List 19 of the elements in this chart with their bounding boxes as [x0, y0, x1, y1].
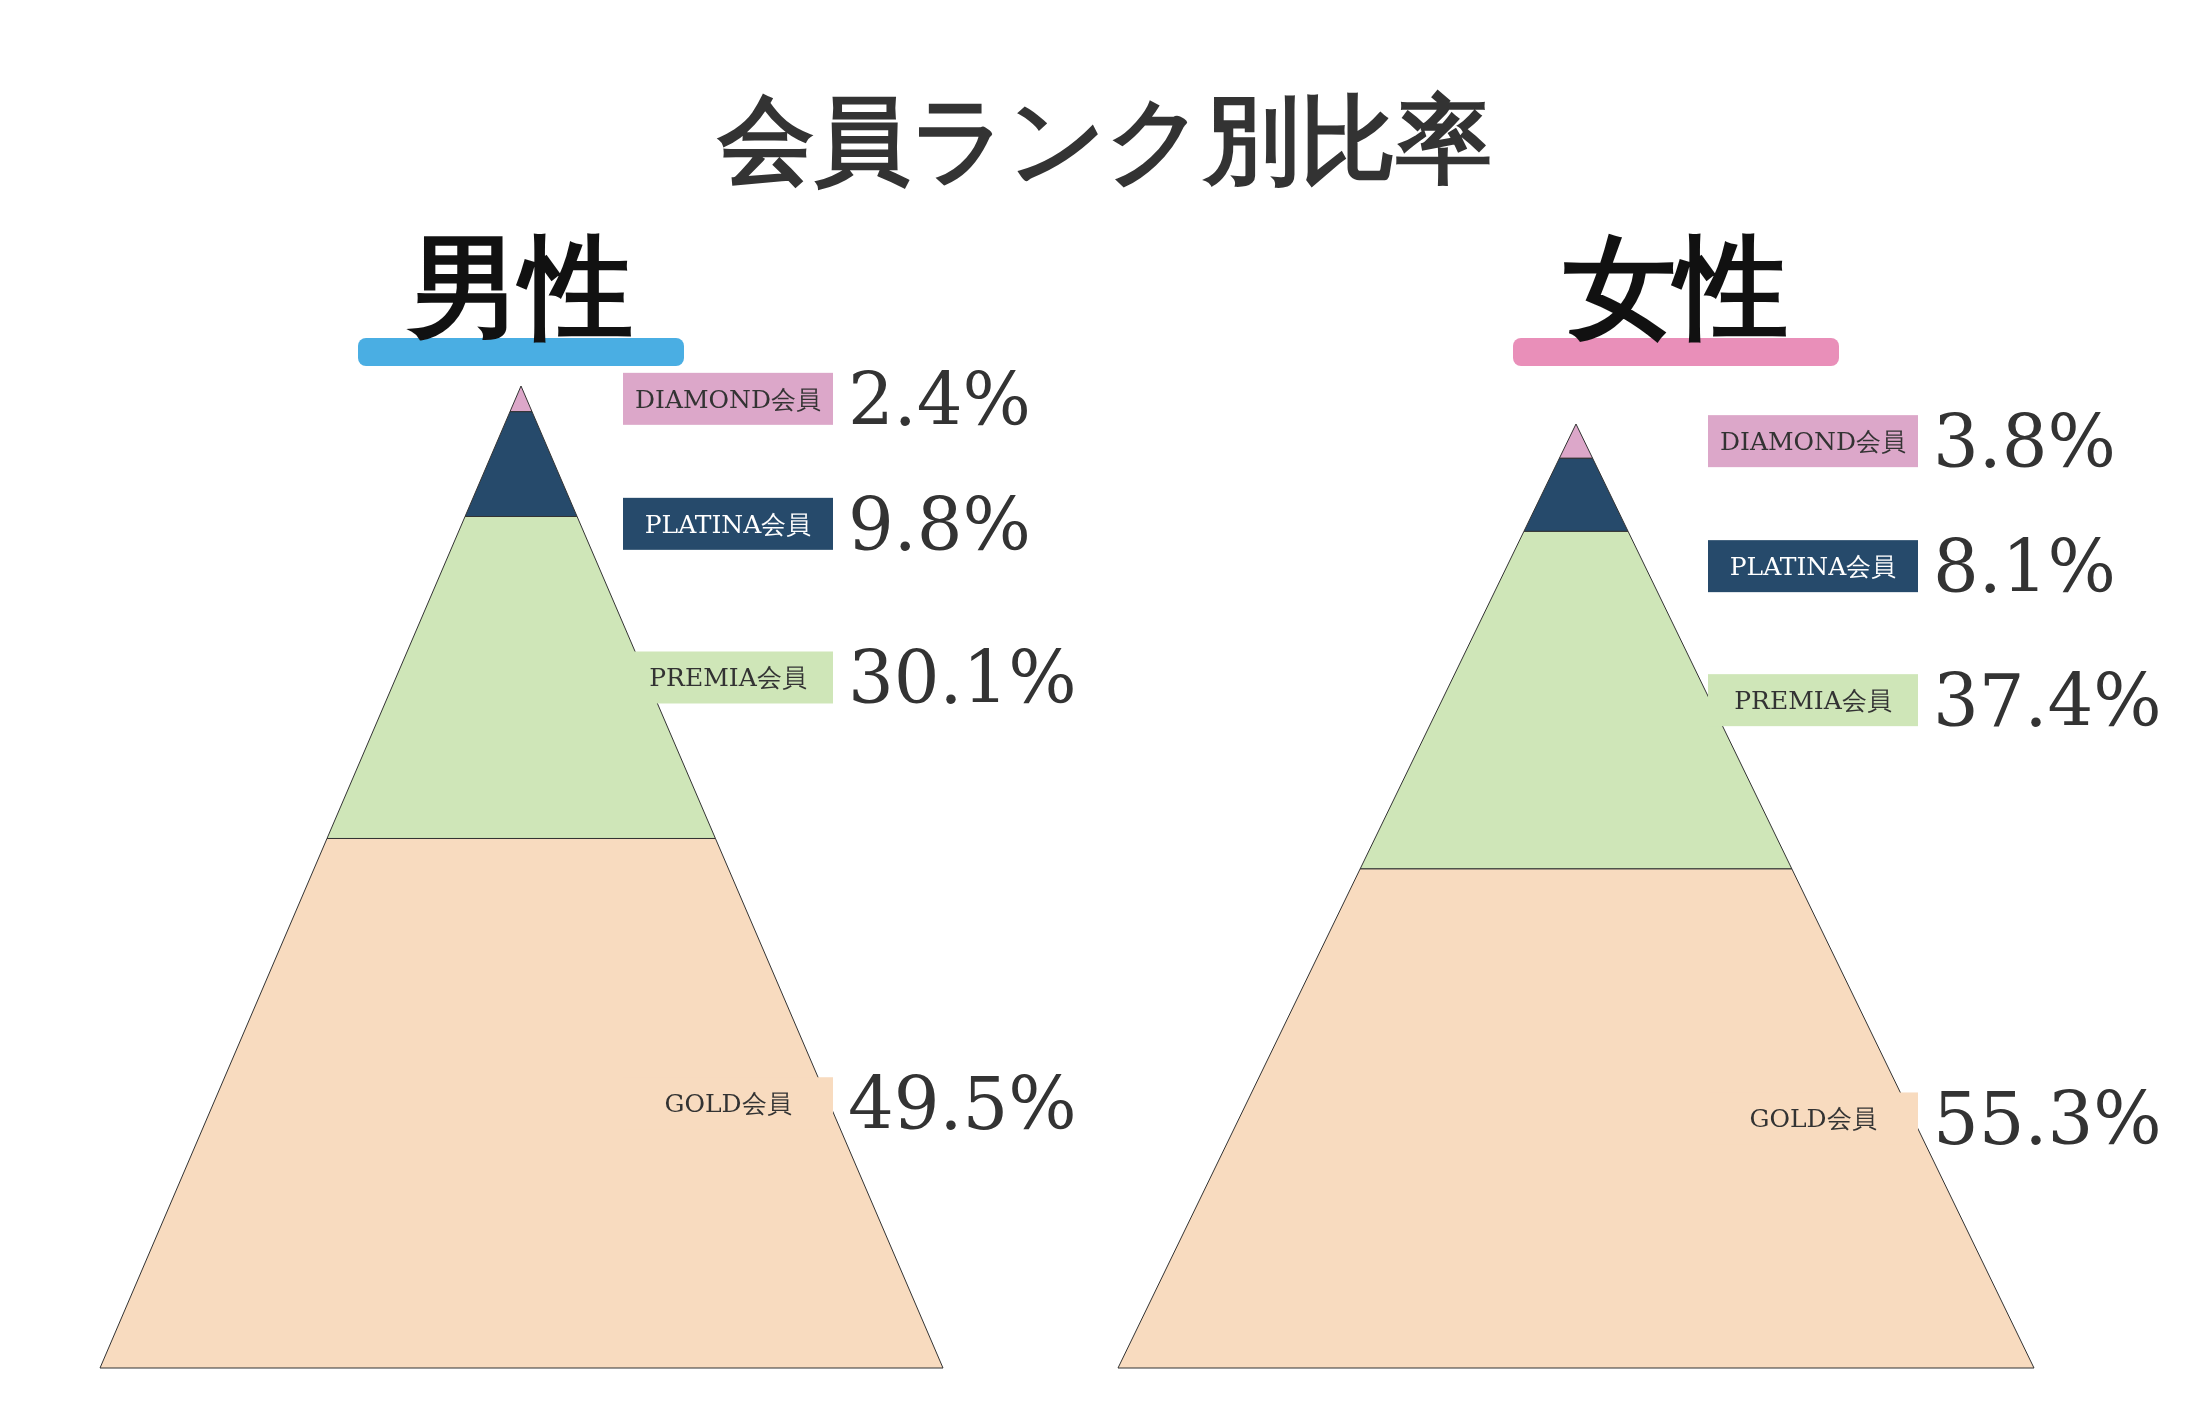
data-label: 9.8% [848, 482, 1031, 567]
data-label: 30.1% [848, 636, 1077, 721]
text: 男性 [406, 221, 633, 352]
text: 女性 [1564, 221, 1788, 352]
data-label: 37.4% [1933, 659, 2162, 744]
category-label: PLATINA会員 [644, 509, 812, 539]
data-label: 49.5% [848, 1062, 1077, 1147]
category-label: PREMIA会員 [649, 663, 807, 693]
data-label: 3.8% [1933, 400, 2116, 485]
data-label: 2.4% [848, 357, 1031, 442]
category-label: DIAMOND会員 [635, 384, 821, 414]
text: 会員ランク別比率 [716, 84, 1492, 196]
category-label: PLATINA会員 [1729, 552, 1897, 582]
data-label: 55.3% [1933, 1077, 2162, 1162]
data-label: 8.1% [1933, 525, 2116, 610]
category-label: PREMIA会員 [1734, 686, 1892, 716]
category-label: GOLD会員 [664, 1089, 792, 1119]
category-label: DIAMOND会員 [1720, 427, 1906, 457]
category-label: GOLD会員 [1749, 1104, 1877, 1134]
